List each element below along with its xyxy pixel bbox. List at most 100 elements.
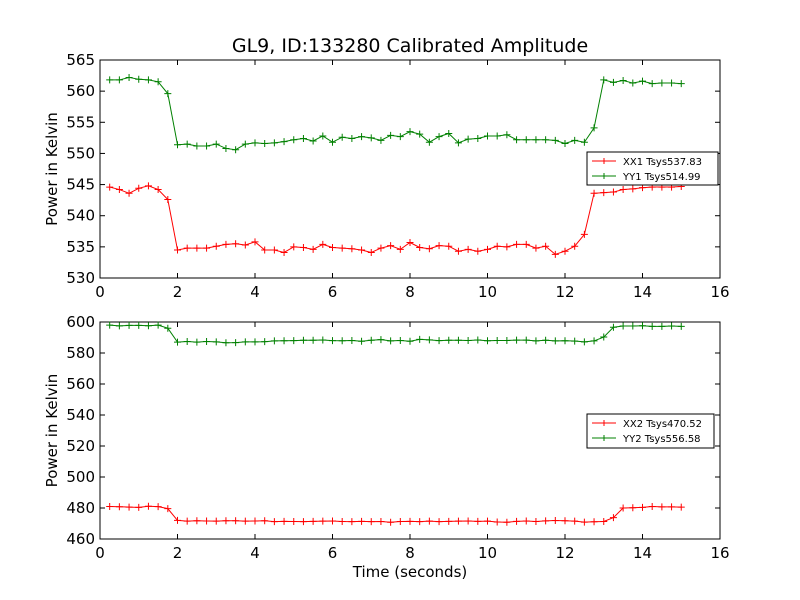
data-point	[251, 517, 259, 525]
data-point	[503, 243, 511, 251]
y-tick-label: 540	[66, 406, 95, 424]
data-point	[154, 186, 162, 194]
data-point	[648, 322, 656, 330]
data-point	[270, 246, 278, 254]
data-point	[658, 503, 666, 511]
data-point	[338, 133, 346, 141]
data-point	[329, 138, 336, 146]
data-point	[513, 336, 521, 344]
legend-label: YY2 Tsys556.58	[622, 434, 701, 445]
y-tick-label: 500	[66, 468, 95, 486]
data-point	[203, 338, 211, 346]
y-tick-label: 480	[66, 499, 95, 517]
legend-box	[586, 151, 719, 186]
data-point	[164, 196, 172, 204]
data-point	[445, 336, 453, 344]
y-tick-label: 560	[66, 375, 95, 393]
data-point	[280, 248, 288, 256]
x-tick-label: 4	[250, 544, 260, 562]
data-point	[561, 337, 569, 345]
data-point	[600, 76, 608, 84]
data-point	[348, 336, 356, 344]
data-point	[319, 132, 327, 140]
data-point	[619, 77, 627, 85]
data-point	[164, 505, 172, 513]
data-point	[358, 337, 366, 345]
data-point	[513, 517, 521, 525]
data-point	[445, 242, 453, 250]
data-point	[454, 336, 462, 344]
data-point	[425, 138, 433, 146]
data-point	[270, 139, 278, 147]
data-point	[261, 517, 269, 525]
data-point	[299, 336, 307, 344]
data-point	[319, 336, 327, 344]
data-point	[406, 337, 414, 345]
data-point	[261, 139, 269, 147]
data-point	[125, 73, 133, 81]
data-point	[358, 133, 366, 141]
data-point	[280, 138, 288, 146]
data-point	[658, 79, 666, 87]
data-point	[193, 517, 201, 525]
data-point	[299, 518, 307, 526]
data-point	[106, 76, 114, 84]
data-point	[416, 518, 424, 526]
data-point	[445, 129, 453, 137]
data-point	[619, 322, 627, 330]
data-point	[329, 243, 336, 251]
data-point	[532, 244, 540, 252]
data-point	[406, 238, 414, 246]
data-point	[387, 131, 395, 139]
data-point	[493, 518, 501, 526]
data-point	[387, 337, 395, 345]
x-tick-label: 0	[95, 283, 105, 301]
data-point	[144, 76, 152, 84]
data-point	[348, 245, 356, 253]
data-point	[222, 240, 230, 248]
data-point	[183, 338, 191, 346]
data-point	[522, 136, 530, 144]
data-point	[367, 134, 375, 142]
data-point	[406, 517, 414, 525]
data-point	[222, 339, 230, 347]
data-point	[425, 245, 433, 253]
x-tick-label: 4	[250, 283, 260, 301]
data-point	[212, 338, 220, 346]
data-point	[251, 338, 259, 346]
data-point	[348, 518, 356, 526]
data-point	[513, 136, 521, 144]
data-point	[639, 77, 646, 85]
top-chart: 0 2 4 6 8 10 12 14 16 530 535 540 545 550 555 560 565 Pow…	[43, 51, 730, 301]
x-tick-label: 12	[555, 283, 574, 301]
data-point	[551, 136, 559, 144]
data-point	[503, 518, 511, 526]
data-point	[668, 503, 676, 511]
data-point	[377, 244, 385, 252]
data-point	[580, 138, 588, 146]
y-tick-label: 530	[66, 269, 95, 287]
data-point	[193, 244, 201, 252]
x-tick-label: 10	[478, 544, 497, 562]
legend-marker	[601, 158, 607, 164]
y-tick-label: 560	[66, 82, 95, 100]
data-point	[474, 134, 482, 142]
data-point	[600, 333, 608, 341]
data-point	[232, 240, 240, 248]
data-point	[396, 336, 404, 344]
legend-box	[586, 413, 715, 449]
legend-label: XX1 Tsys537.83	[623, 157, 702, 168]
x-tick-label: 2	[173, 283, 183, 301]
data-point	[503, 336, 511, 344]
data-point	[329, 517, 336, 525]
data-point	[619, 186, 627, 194]
data-point	[406, 128, 414, 136]
data-point	[232, 339, 240, 347]
data-point	[212, 242, 220, 250]
data-point	[464, 245, 472, 253]
data-point	[396, 517, 404, 525]
y-tick-label: 520	[66, 437, 95, 455]
data-point	[241, 517, 249, 525]
data-point	[251, 238, 259, 246]
data-point	[212, 517, 220, 525]
